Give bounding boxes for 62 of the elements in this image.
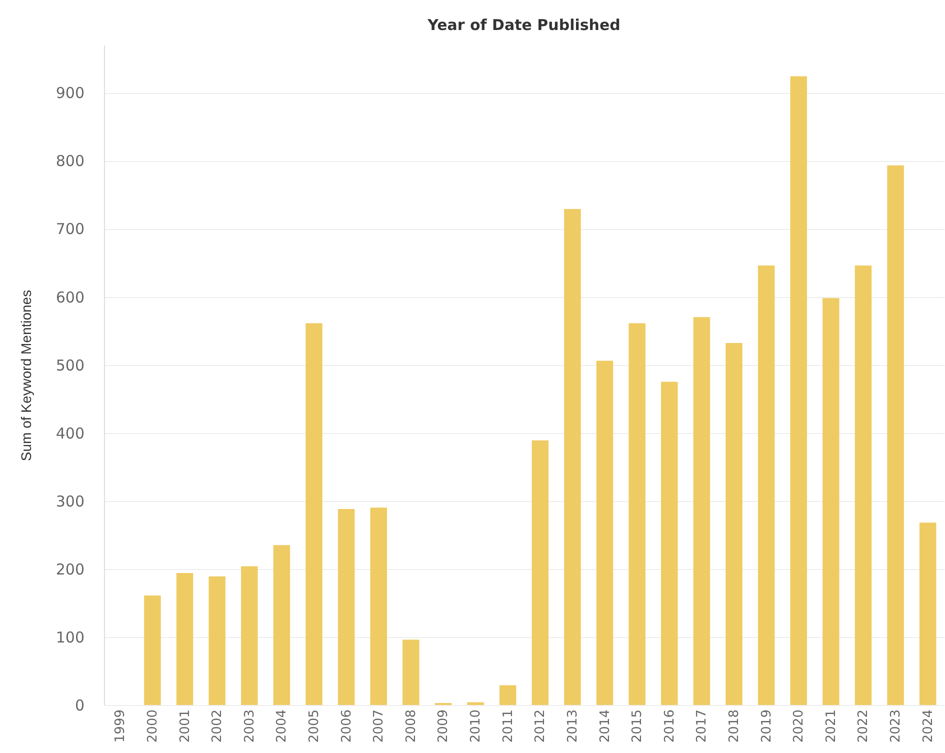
bar xyxy=(338,509,355,705)
x-tick-label: 2009 xyxy=(436,710,452,743)
bar xyxy=(370,508,387,705)
x-tick-label: 2017 xyxy=(694,710,710,743)
y-tick-label: 500 xyxy=(56,356,84,374)
bar xyxy=(628,323,646,705)
y-tick-label: 600 xyxy=(56,288,84,306)
x-tick-label: 2008 xyxy=(404,710,419,743)
bar xyxy=(467,702,484,705)
bar xyxy=(726,343,742,705)
x-tick-label: 2014 xyxy=(598,710,613,743)
chart-title: Year of Date Published xyxy=(426,16,620,34)
bar xyxy=(273,545,290,705)
x-tick-label: 2013 xyxy=(565,710,580,743)
bar xyxy=(402,640,420,705)
x-tick-label: 2001 xyxy=(178,710,193,743)
bar xyxy=(564,208,581,705)
bar xyxy=(208,576,226,705)
bar xyxy=(306,323,322,705)
y-tick-label: 700 xyxy=(56,220,84,238)
bar xyxy=(144,595,161,705)
x-tick-label: 2007 xyxy=(372,710,387,743)
y-tick-label: 900 xyxy=(56,84,84,102)
x-tick-label: 2018 xyxy=(727,710,742,743)
x-tick-label: 2006 xyxy=(339,710,354,743)
y-tick-label: 300 xyxy=(56,492,84,510)
x-tick-label: 2005 xyxy=(307,710,322,743)
y-tick-label: 100 xyxy=(56,628,84,646)
y-tick-label: 400 xyxy=(56,424,84,442)
bar xyxy=(596,360,614,705)
x-tick-label: 2019 xyxy=(759,710,774,743)
bar xyxy=(176,573,194,705)
x-tick-label: 2020 xyxy=(792,710,807,743)
bar xyxy=(693,317,710,705)
x-tick-label: 2015 xyxy=(630,710,646,743)
y-axis-title: Sum of Keyword Mentiones xyxy=(18,290,34,462)
y-tick-label: 0 xyxy=(74,696,84,714)
y-tick-label: 200 xyxy=(56,560,84,578)
x-tick-label: 1999 xyxy=(113,710,128,743)
bar xyxy=(919,522,936,705)
x-tick-label: 2002 xyxy=(210,710,226,743)
x-tick-label: 2003 xyxy=(242,710,258,743)
x-tick-label: 2022 xyxy=(856,710,872,743)
x-tick-label: 2023 xyxy=(888,710,904,743)
bar xyxy=(854,265,872,705)
bar xyxy=(661,382,678,705)
x-tick-label: 2016 xyxy=(662,710,678,743)
bar xyxy=(887,165,904,705)
x-tick-label: 2004 xyxy=(274,710,290,743)
bar xyxy=(499,685,516,705)
bar xyxy=(241,566,258,705)
x-tick-label: 2024 xyxy=(920,710,936,743)
bar xyxy=(758,265,775,705)
x-tick-label: 2012 xyxy=(533,710,548,743)
x-tick-label: 2021 xyxy=(824,710,839,743)
bar xyxy=(822,298,840,705)
x-tick-label: 2010 xyxy=(468,710,484,743)
bar xyxy=(790,76,807,705)
bar xyxy=(532,440,549,705)
x-tick-label: 2011 xyxy=(500,710,516,743)
x-tick-label: 2000 xyxy=(145,710,160,743)
y-tick-label: 800 xyxy=(56,152,84,170)
